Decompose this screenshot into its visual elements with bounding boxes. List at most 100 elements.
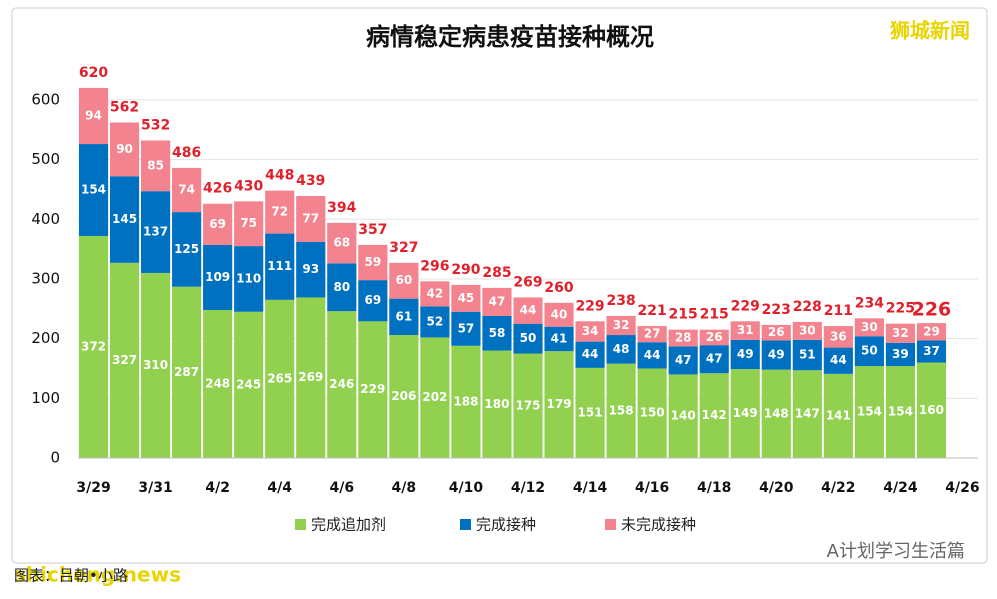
value-label: 80 <box>333 280 350 294</box>
chart-title: 病情稳定病患疫苗接种概况 <box>366 23 654 51</box>
bar-segment <box>606 363 636 458</box>
total-label: 229 <box>731 298 760 314</box>
bar-segment <box>358 321 388 458</box>
value-label: 142 <box>702 408 727 422</box>
value-label: 44 <box>582 347 599 361</box>
value-label: 47 <box>675 353 692 367</box>
value-label: 154 <box>81 183 106 197</box>
x-tick-label: 3/29 <box>76 480 110 496</box>
x-tick-label: 4/12 <box>511 480 545 496</box>
value-label: 59 <box>364 255 381 269</box>
bar-segment <box>885 323 915 343</box>
value-label: 140 <box>671 409 696 423</box>
bar-segment <box>109 122 140 177</box>
bar-segment <box>637 342 667 369</box>
credit: 图表：吕朝•小路 <box>14 567 128 585</box>
watermark: 狮城新闻 <box>890 19 970 43</box>
bar-segment <box>327 263 357 312</box>
bar-segment <box>761 340 791 370</box>
bar-segment <box>296 297 326 458</box>
value-label: 36 <box>830 329 847 343</box>
bar-segment <box>730 321 760 340</box>
bar-segment <box>327 311 357 458</box>
value-label: 34 <box>582 324 599 338</box>
legend-label: 完成接种 <box>476 516 536 534</box>
y-tick-label: 300 <box>31 269 60 287</box>
account: A计划学习生活篇 <box>827 541 965 562</box>
bar-segment <box>109 262 140 458</box>
value-label: 44 <box>644 348 661 362</box>
value-label: 147 <box>795 407 820 421</box>
bar-segment <box>854 336 884 367</box>
value-label: 137 <box>143 225 168 239</box>
bar-segment <box>327 222 357 264</box>
value-label: 77 <box>302 211 319 225</box>
bar-segment <box>234 311 264 458</box>
total-label: 229 <box>575 298 604 314</box>
bar-segment <box>78 144 109 236</box>
value-label: 49 <box>768 348 785 362</box>
x-tick-label: 4/6 <box>329 480 354 496</box>
bar-segment <box>234 201 264 247</box>
value-label: 60 <box>396 273 413 287</box>
total-label: 430 <box>234 178 263 194</box>
value-label: 47 <box>706 352 723 366</box>
value-label: 32 <box>613 318 630 332</box>
value-label: 42 <box>427 286 444 300</box>
value-label: 154 <box>857 405 882 419</box>
value-label: 75 <box>240 216 257 230</box>
bar-segment <box>420 306 450 338</box>
value-label: 246 <box>329 377 354 391</box>
bar-segment <box>78 235 109 458</box>
value-label: 69 <box>364 293 381 307</box>
bar-segment <box>265 190 295 234</box>
value-label: 287 <box>174 365 199 379</box>
value-label: 52 <box>427 314 444 328</box>
bar-segment <box>265 299 295 458</box>
value-label: 188 <box>453 394 478 408</box>
value-label: 48 <box>613 342 630 356</box>
y-tick-label: 600 <box>31 90 60 108</box>
legend-swatch <box>295 519 306 530</box>
value-label: 180 <box>484 397 509 411</box>
value-label: 179 <box>547 397 572 411</box>
bar-segment <box>451 311 481 346</box>
bar-segment <box>234 246 264 312</box>
bar-segment <box>358 244 388 281</box>
bar-segment <box>637 368 667 458</box>
value-label: 111 <box>267 259 292 273</box>
bar-segment <box>109 176 140 263</box>
value-label: 248 <box>205 376 230 390</box>
value-label: 41 <box>551 331 568 345</box>
value-label: 150 <box>640 406 665 420</box>
bar-segment <box>389 262 419 299</box>
y-tick-label: 400 <box>31 210 60 228</box>
value-label: 50 <box>520 331 537 345</box>
bar-segment <box>172 286 202 458</box>
x-tick-label: 4/10 <box>449 480 484 496</box>
total-label: 234 <box>855 295 884 311</box>
total-label: 211 <box>824 303 853 319</box>
bar-segment <box>792 321 822 340</box>
total-label: 562 <box>110 100 139 116</box>
value-label: 85 <box>147 158 164 172</box>
x-tick-label: 4/4 <box>267 480 292 496</box>
total-label: 357 <box>358 222 387 238</box>
value-label: 45 <box>458 291 475 305</box>
bar-segment <box>203 203 233 245</box>
value-label: 148 <box>764 406 789 420</box>
value-label: 229 <box>360 382 385 396</box>
total-label: 215 <box>700 307 729 323</box>
value-label: 69 <box>209 217 226 231</box>
bar-segment <box>451 284 481 312</box>
bar-segment <box>854 366 884 458</box>
value-label: 39 <box>892 347 909 361</box>
value-label: 28 <box>675 331 692 345</box>
total-label: 394 <box>327 200 356 216</box>
value-label: 109 <box>205 270 230 284</box>
bar-segment <box>78 87 109 145</box>
bar-segment <box>389 298 419 336</box>
x-tick-label: 4/24 <box>883 480 918 496</box>
bar-segment <box>482 287 512 316</box>
legend-swatch <box>460 519 471 530</box>
